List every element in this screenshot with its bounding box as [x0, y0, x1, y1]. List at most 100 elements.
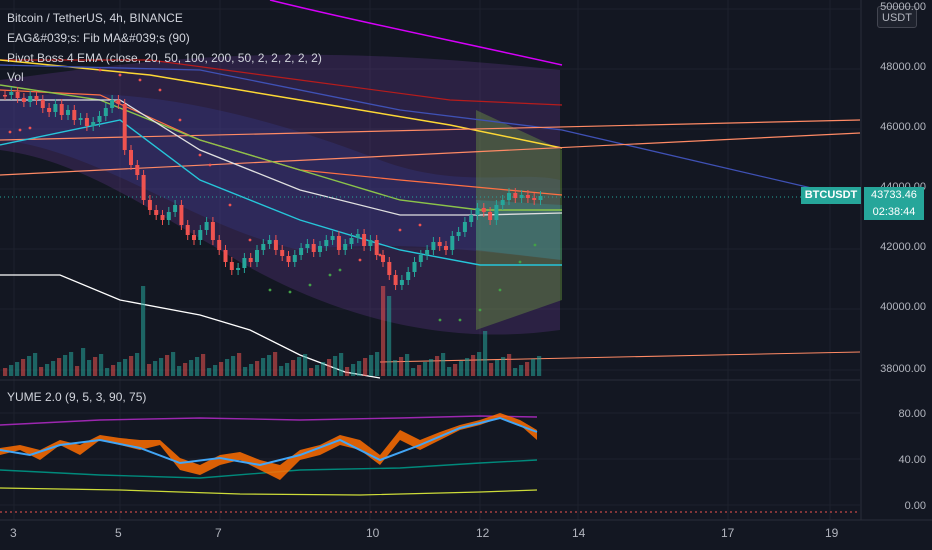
volume-bar — [111, 365, 116, 376]
time-tick: 5 — [115, 526, 122, 540]
volume-bar — [75, 366, 80, 376]
candle-body — [154, 210, 159, 215]
oscillator-title[interactable]: YUME 2.0 (9, 5, 3, 90, 75) — [7, 390, 147, 404]
volume-bar — [381, 286, 386, 376]
projection-box — [476, 110, 562, 330]
candle-body — [507, 193, 511, 200]
indicator-legend-pivot-boss[interactable]: Pivot Boss 4 EMA (close, 20, 50, 100, 20… — [7, 51, 322, 65]
candle-body — [324, 240, 329, 246]
sar-dot — [328, 273, 332, 277]
candle-body — [72, 110, 77, 120]
trend-line — [0, 64, 821, 191]
sar-dot — [198, 153, 202, 157]
volume-bar — [447, 367, 452, 376]
time-tick: 12 — [476, 526, 490, 540]
volume-bar — [231, 356, 236, 376]
volume-bar — [453, 364, 458, 376]
volume-bar — [9, 365, 14, 376]
sar-dot — [118, 73, 122, 77]
projection-box-inner — [476, 200, 562, 260]
volume-bar — [201, 354, 206, 376]
candle-body — [59, 104, 64, 115]
indicator-lines — [0, 0, 861, 379]
volume-bar — [471, 355, 476, 376]
current-price-label: 43733.46 — [864, 187, 924, 204]
volume-bar — [57, 358, 62, 376]
volume-bar — [27, 356, 32, 376]
volume-bar — [495, 360, 500, 376]
candle-body — [318, 246, 322, 252]
candle-body — [286, 256, 291, 262]
candle-body — [3, 95, 7, 97]
candle-body — [9, 92, 14, 95]
volume-bar — [261, 358, 266, 376]
candle-body — [185, 225, 190, 235]
oscillator-tick: 0.00 — [904, 500, 926, 512]
volume-bar — [21, 359, 26, 376]
sar-dot — [288, 290, 292, 294]
candle-body — [362, 234, 367, 246]
time-tick: 17 — [721, 526, 735, 540]
volume-bar — [423, 362, 428, 376]
indicator-legend-fib-ma[interactable]: EAG&#039;s: Fib MA&#039;s (90) — [7, 31, 190, 45]
volume-bar — [303, 354, 308, 376]
candle-body — [192, 235, 196, 240]
candle-body — [53, 104, 58, 112]
volume-bar — [165, 355, 170, 376]
candle-body — [21, 98, 26, 102]
price-tick: 40000.00 — [880, 301, 926, 313]
candle-body — [91, 122, 96, 126]
volume-bar — [351, 364, 356, 376]
sar-dot — [518, 260, 522, 264]
volume-bar — [327, 359, 332, 376]
ema-line — [0, 59, 563, 106]
candle-body — [519, 195, 524, 198]
volume-bar — [519, 365, 524, 376]
volume-bar — [69, 352, 74, 376]
volume-bar — [513, 368, 518, 376]
volume-bar — [105, 368, 110, 376]
volume-bar — [477, 352, 482, 376]
candle-body — [412, 262, 417, 272]
price-tick: 38000.00 — [880, 363, 926, 375]
currency-button[interactable]: USDT — [877, 6, 917, 28]
candle-body — [532, 198, 537, 200]
indicator-legend-volume[interactable]: Vol — [7, 70, 24, 84]
candle-body — [381, 255, 385, 262]
volume-bar — [171, 352, 176, 376]
symbol-title[interactable]: Bitcoin / TetherUS, 4h, BINANCE — [7, 11, 183, 25]
upper-band-line — [269, 0, 563, 66]
volume-bar — [441, 353, 446, 376]
trend-line — [379, 351, 861, 363]
candle-body — [444, 246, 448, 250]
volume-bar — [483, 331, 488, 376]
candle-body — [261, 244, 266, 250]
volume-bar — [219, 362, 224, 376]
volume-bar — [531, 359, 536, 376]
volume-bar — [195, 357, 200, 376]
price-tick: 50000.00 — [880, 1, 926, 13]
sar-dot — [208, 163, 212, 167]
candle-body — [248, 258, 253, 262]
price-tick: 42000.00 — [880, 241, 926, 253]
candle-body — [336, 236, 341, 250]
volume-bar — [417, 365, 422, 376]
sar-dot — [398, 228, 402, 232]
time-tick: 7 — [215, 526, 222, 540]
candle-body — [425, 250, 430, 255]
volume-bar — [267, 355, 272, 376]
volume-bar — [507, 354, 512, 376]
volume-bar — [129, 356, 134, 376]
volume-bar — [537, 356, 542, 376]
volume-bar — [135, 353, 140, 376]
osc-lower-band — [0, 487, 538, 496]
sar-dot — [378, 253, 382, 257]
volume-bar — [45, 364, 50, 376]
candle-body — [393, 275, 398, 285]
candle-body — [15, 92, 20, 98]
candle-body — [129, 150, 133, 165]
ema-line — [0, 274, 381, 379]
volume-bar — [15, 362, 20, 376]
volume-bar — [429, 359, 434, 376]
